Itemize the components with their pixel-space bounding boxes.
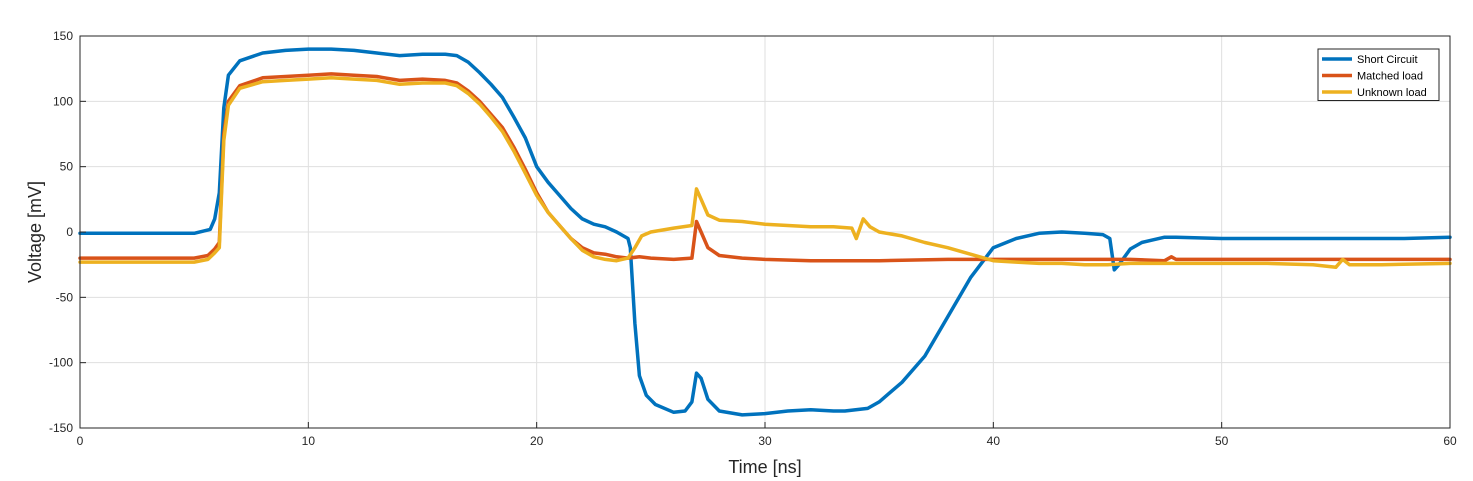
legend: Short Circuit Matched load Unknown load: [1317, 48, 1440, 101]
y-tick-label: 100: [53, 94, 73, 108]
x-tick-label: 40: [987, 434, 1001, 448]
series-line-3: [78, 76, 1452, 270]
legend-label: Matched load: [1357, 71, 1423, 83]
x-tick-label: 20: [530, 434, 544, 448]
y-tick-label: 50: [60, 160, 74, 174]
x-axis-label: Time [ns]: [728, 457, 801, 477]
y-tick-label: 0: [66, 225, 73, 239]
legend-label: Short Circuit: [1357, 54, 1418, 66]
x-tick-label: 50: [1215, 434, 1229, 448]
axis-ticks: 0 10 20 30 40 50 60 -150 -100 -50 0 50 100 150: [49, 29, 1457, 448]
series-lines: [78, 47, 1452, 417]
x-tick-label: 60: [1443, 434, 1457, 448]
y-tick-label: -50: [56, 290, 74, 304]
y-axis-label: Voltage [mV]: [25, 181, 45, 283]
y-tick-label: -100: [49, 356, 73, 370]
y-tick-label: -150: [49, 421, 73, 435]
series-line-1: [78, 47, 1452, 417]
y-tick-label: 150: [53, 29, 73, 43]
x-tick-label: 30: [758, 434, 772, 448]
legend-label: Unknown load: [1357, 87, 1427, 99]
x-tick-label: 0: [77, 434, 84, 448]
x-tick-label: 10: [302, 434, 316, 448]
